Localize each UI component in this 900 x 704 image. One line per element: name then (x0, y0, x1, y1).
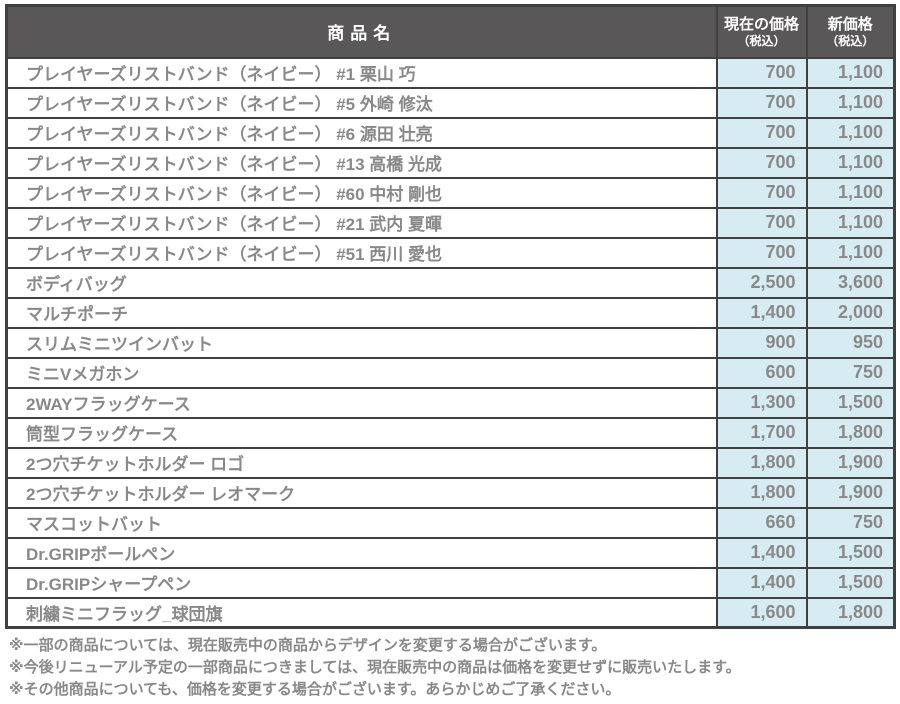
table-row: ボディバッグ 2,500 3,600 (5, 266, 896, 299)
footnote-design-change: ※一部の商品については、現在販売中の商品からデザインを変更する場合がございます。 (9, 637, 607, 654)
new-price-cell: 1,800 (805, 596, 896, 629)
product-name-cell: プレイヤーズリストバンド（ネイビー） #51 西川 愛也 (5, 236, 718, 269)
table-row: Dr.GRIPシャープペン 1,400 1,500 (5, 566, 896, 599)
product-name-header: 商品名 (5, 4, 718, 59)
table-row: プレイヤーズリストバンド（ネイビー） #5 外崎 修汰 700 1,100 (5, 86, 896, 119)
new-price-cell: 750 (805, 506, 896, 539)
current-price-cell: 1,400 (715, 566, 808, 599)
new-price-cell: 1,500 (805, 566, 896, 599)
new-price-header: 新価格 （税込） (805, 4, 896, 59)
new-price-header-label: 新価格 (827, 15, 873, 33)
product-name-cell: ミニVメガホン (5, 356, 718, 389)
new-price-cell: 1,800 (805, 416, 896, 449)
table-row: プレイヤーズリストバンド（ネイビー） #21 武内 夏暉 700 1,100 (5, 206, 896, 239)
product-name-cell: マルチポーチ (5, 296, 718, 329)
current-price-header-label: 現在の価格 (723, 15, 799, 33)
current-price-cell: 1,800 (715, 476, 808, 509)
product-name-cell: ボディバッグ (5, 266, 718, 299)
current-price-cell: 2,500 (715, 266, 808, 299)
current-price-cell: 700 (715, 146, 808, 179)
current-price-cell: 1,400 (715, 296, 808, 329)
new-price-cell: 1,100 (805, 176, 896, 209)
new-price-cell: 3,600 (805, 266, 896, 299)
product-name-cell: マスコットバット (5, 506, 718, 539)
current-price-cell: 700 (715, 236, 808, 269)
product-name-cell: 2つ穴チケットホルダー レオマーク (5, 476, 718, 509)
current-price-header: 現在の価格 （税込） (715, 4, 808, 59)
current-price-cell: 1,700 (715, 416, 808, 449)
table-row: 刺繍ミニフラッグ_球団旗 1,600 1,800 (5, 596, 896, 629)
current-price-cell: 600 (715, 356, 808, 389)
table-row: スリムミニツインバット 900 950 (5, 326, 896, 359)
product-name-cell: プレイヤーズリストバンド（ネイビー） #13 高橋 光成 (5, 146, 718, 179)
new-price-cell: 1,100 (805, 86, 896, 119)
current-price-cell: 1,300 (715, 386, 808, 419)
table-row: プレイヤーズリストバンド（ネイビー） #13 高橋 光成 700 1,100 (5, 146, 896, 179)
table-row: プレイヤーズリストバンド（ネイビー） #51 西川 愛也 700 1,100 (5, 236, 896, 269)
product-name-cell: プレイヤーズリストバンド（ネイビー） #1 栗山 巧 (5, 56, 718, 89)
new-price-cell: 1,500 (805, 536, 896, 569)
new-price-cell: 1,100 (805, 56, 896, 89)
new-price-cell: 1,100 (805, 206, 896, 239)
new-price-cell: 1,100 (805, 146, 896, 179)
new-price-cell: 1,500 (805, 386, 896, 419)
new-price-header-tax-note: （税込） (826, 33, 875, 48)
table-row: プレイヤーズリストバンド（ネイビー） #1 栗山 巧 700 1,100 (5, 56, 896, 89)
current-price-header-tax-note: （税込） (737, 33, 786, 48)
current-price-cell: 660 (715, 506, 808, 539)
current-price-cell: 700 (715, 206, 808, 239)
product-name-cell: プレイヤーズリストバンド（ネイビー） #6 源田 壮亮 (5, 116, 718, 149)
product-name-cell: スリムミニツインバット (5, 326, 718, 359)
product-name-cell: 刺繍ミニフラッグ_球団旗 (5, 596, 718, 629)
table-row: 筒型フラッグケース 1,700 1,800 (5, 416, 896, 449)
current-price-cell: 1,600 (715, 596, 808, 629)
new-price-cell: 1,900 (805, 476, 896, 509)
product-name-cell: プレイヤーズリストバンド（ネイビー） #60 中村 剛也 (5, 176, 718, 209)
current-price-cell: 900 (715, 326, 808, 359)
product-name-cell: Dr.GRIPシャープペン (5, 566, 718, 599)
product-name-cell: Dr.GRIPボールペン (5, 536, 718, 569)
table-row: マルチポーチ 1,400 2,000 (5, 296, 896, 329)
table-row: プレイヤーズリストバンド（ネイビー） #60 中村 剛也 700 1,100 (5, 176, 896, 209)
product-name-cell: プレイヤーズリストバンド（ネイビー） #5 外崎 修汰 (5, 86, 718, 119)
table-row: マスコットバット 660 750 (5, 506, 896, 539)
current-price-cell: 700 (715, 86, 808, 119)
table-row: プレイヤーズリストバンド（ネイビー） #6 源田 壮亮 700 1,100 (5, 116, 896, 149)
table-row: ミニVメガホン 600 750 (5, 356, 896, 389)
table-header-row: 商品名 現在の価格 （税込） 新価格 （税込） (5, 4, 896, 59)
new-price-cell: 2,000 (805, 296, 896, 329)
table-row: 2WAYフラッグケース 1,300 1,500 (5, 386, 896, 419)
current-price-cell: 1,400 (715, 536, 808, 569)
new-price-cell: 1,100 (805, 116, 896, 149)
table-row: Dr.GRIPボールペン 1,400 1,500 (5, 536, 896, 569)
new-price-cell: 1,100 (805, 236, 896, 269)
current-price-cell: 1,800 (715, 446, 808, 479)
new-price-cell: 950 (805, 326, 896, 359)
table-row: 2つ穴チケットホルダー ロゴ 1,800 1,900 (5, 446, 896, 479)
footnotes: ※一部の商品については、現在販売中の商品からデザインを変更する場合がございます。… (5, 637, 896, 699)
new-price-cell: 1,900 (805, 446, 896, 479)
table-row: 2つ穴チケットホルダー レオマーク 1,800 1,900 (5, 476, 896, 509)
product-name-cell: プレイヤーズリストバンド（ネイビー） #21 武内 夏暉 (5, 206, 718, 239)
footnote-renewal-items: ※今後リニューアル予定の一部商品につきましては、現在販売中の商品は価格を変更せず… (9, 659, 741, 676)
current-price-cell: 700 (715, 56, 808, 89)
product-name-cell: 2WAYフラッグケース (5, 386, 718, 419)
current-price-cell: 700 (715, 116, 808, 149)
current-price-cell: 700 (715, 176, 808, 209)
footnote-other-items: ※その他商品についても、価格を変更する場合がございます。あらかじめご了承ください… (9, 681, 621, 698)
new-price-cell: 750 (805, 356, 896, 389)
price-table-body: プレイヤーズリストバンド（ネイビー） #1 栗山 巧 700 1,100 プレイ… (5, 56, 896, 629)
product-name-cell: 筒型フラッグケース (5, 416, 718, 449)
price-table: 商品名 現在の価格 （税込） 新価格 （税込） プレイヤーズリストバンド（ネイビ… (5, 4, 896, 629)
product-name-cell: 2つ穴チケットホルダー ロゴ (5, 446, 718, 479)
